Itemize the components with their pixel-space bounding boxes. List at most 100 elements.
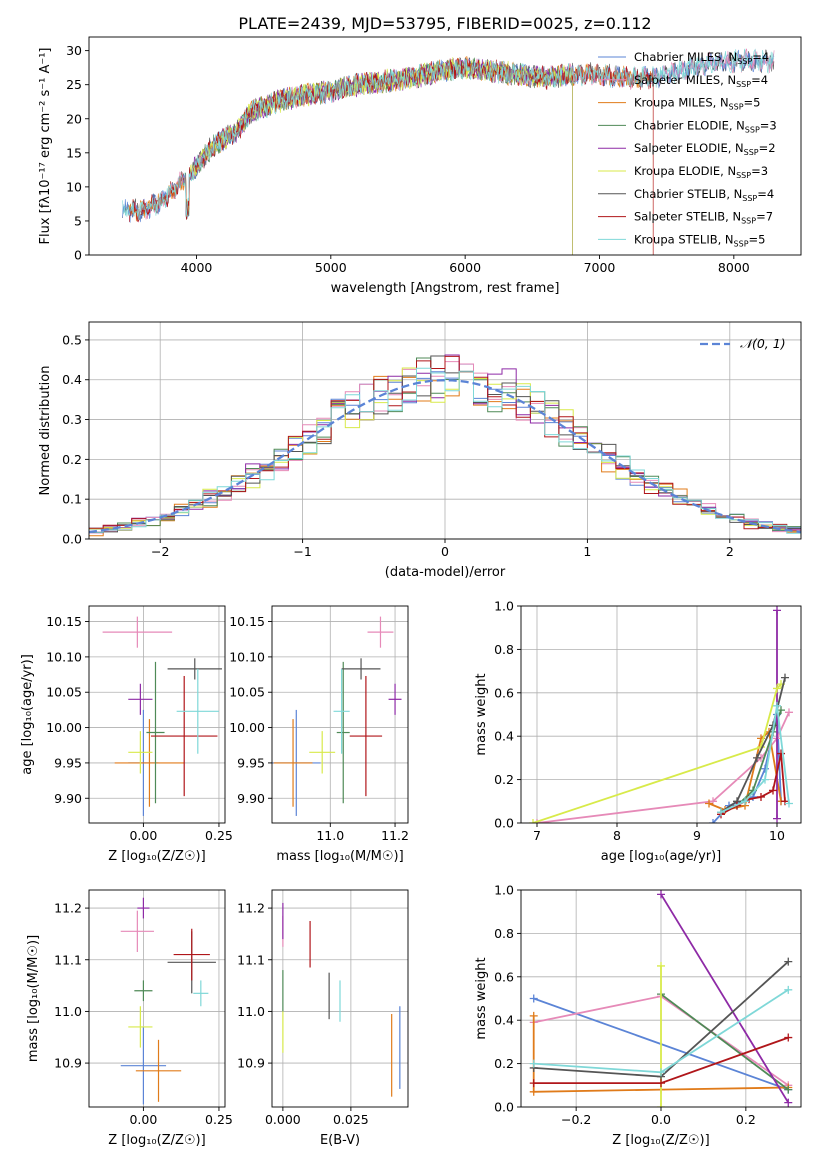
x-axis-label: Z [log₁₀(Z/Z☉)] <box>108 1133 205 1148</box>
x-axis-label: Z [log₁₀(Z/Z☉)] <box>612 1133 709 1148</box>
residuals-legend: 𝒩(0, 1) <box>700 336 786 351</box>
weight-marker <box>529 819 537 823</box>
x-tick-label: 11.0 <box>316 828 344 843</box>
weight-marker <box>781 673 789 682</box>
weight-lines <box>529 606 793 823</box>
x-tick-label: −0.2 <box>561 1112 591 1127</box>
legend-label-chabrier-elodie: Chabrier ELODIE, NSSP=3 <box>634 118 777 134</box>
y-tick-label: 30 <box>66 43 82 58</box>
weight-line-kroupa-miles <box>532 1015 789 1093</box>
y-tick-label: 11.2 <box>54 901 82 916</box>
y-tick-label: 11.0 <box>237 1004 265 1019</box>
error-bars <box>120 897 216 1105</box>
weight-marker <box>784 1033 793 1042</box>
spectrum-legend: Chabrier MILES, NSSP=4 Salpeter MILES, NS… <box>598 50 777 248</box>
point-kroupa-miles <box>273 719 313 807</box>
weight-marker <box>529 1011 538 1020</box>
point-chabrier-miles <box>120 1026 167 1105</box>
x-tick-label: 0.0 <box>651 1112 671 1127</box>
y-tick-label: 9.90 <box>237 791 265 806</box>
y-tick-label: 10.15 <box>229 614 265 629</box>
y-tick-label: 11.0 <box>54 1004 82 1019</box>
y-tick-label: 0.4 <box>494 729 514 744</box>
y-tick-label: 10.05 <box>229 685 265 700</box>
point-salpeter-miles <box>120 910 154 952</box>
weight-marker <box>773 701 781 710</box>
x-tick-label: 4000 <box>181 260 213 275</box>
spectrum-line-salpeter-elodie <box>182 58 573 255</box>
y-tick-label: 0.0 <box>494 1100 514 1115</box>
axes-frame <box>88 889 226 1108</box>
x-tick-label: 0.2 <box>736 1112 756 1127</box>
point-kroupa-miles <box>114 719 185 807</box>
weight-marker <box>529 1059 538 1068</box>
weight-marker <box>529 1079 538 1088</box>
point-chabrier-elodie <box>146 661 165 804</box>
legend-label-salpeter-stelib: Salpeter STELIB, NSSP=7 <box>634 210 773 226</box>
y-tick-label: 15 <box>66 145 82 160</box>
histogram-kroupa-stelib <box>89 367 801 534</box>
x-tick-label: −2 <box>151 544 169 559</box>
y-axis-label: age [log₁₀(age/yr)] <box>20 654 35 775</box>
weight-marker <box>784 957 793 966</box>
x-tick-label: 1 <box>583 544 591 559</box>
weight-marker <box>717 808 725 817</box>
y-tick-label: 0.0 <box>494 816 514 831</box>
weight-marker <box>709 819 717 823</box>
legend-label-kroupa-miles: Kroupa MILES, NSSP=5 <box>634 96 760 112</box>
panel-mass-vs-z: 0.00 0.25 10.9 11.0 11.1 11.2 Z [log₁₀(Z/Z☉)] m… <box>26 889 233 1148</box>
y-axis-label: Normed distribution <box>38 366 53 496</box>
y-tick-label: 20 <box>66 111 82 126</box>
weight-marker <box>757 792 765 801</box>
y-tick-label: 5 <box>74 213 82 228</box>
weight-line-chabrier-elodie <box>660 993 789 1091</box>
y-tick-label: 11.1 <box>54 952 82 967</box>
point-kroupa-miles <box>135 1039 182 1102</box>
y-tick-label: 10.00 <box>229 720 265 735</box>
legend-label-normal: 𝒩(0, 1) <box>740 336 786 351</box>
spectrum-lines <box>122 48 775 255</box>
y-tick-label: 0.4 <box>494 1013 514 1028</box>
y-tick-label: 1.0 <box>494 883 514 898</box>
weight-marker <box>705 799 713 808</box>
error-bars <box>102 616 222 816</box>
y-tick-label: 10.05 <box>46 685 82 700</box>
legend-label-kroupa-stelib: Kroupa STELIB, NSSP=5 <box>634 232 765 248</box>
weight-marker <box>529 1087 538 1096</box>
panel-spectrum: 4000 5000 6000 7000 8000 0 5 10 15 20 25 30 waveleng… <box>38 36 802 296</box>
weight-marker <box>784 1098 793 1107</box>
weight-line-salpeter-elodie <box>660 893 790 1104</box>
y-tick-label: 10 <box>66 179 82 194</box>
weight-marker <box>785 708 793 717</box>
point-salpeter-elodie <box>137 897 150 919</box>
point-salpeter-elodie <box>128 683 153 715</box>
x-axis-label: E(B-V) <box>320 1133 360 1148</box>
y-tick-label: 0.0 <box>62 532 82 547</box>
y-tick-label: 0.8 <box>494 642 514 657</box>
axes-frame <box>271 889 409 1108</box>
x-tick-label: 0.25 <box>205 1112 233 1127</box>
y-tick-label: 0.2 <box>62 452 82 467</box>
x-tick-label: 0.00 <box>129 1112 157 1127</box>
point-salpeter-elodie <box>388 683 402 715</box>
y-tick-label: 10.00 <box>46 720 82 735</box>
weight-marker <box>533 819 541 823</box>
x-tick-label: 0 <box>441 544 449 559</box>
weight-marker <box>529 994 538 1003</box>
point-salpeter-miles <box>367 616 394 648</box>
x-tick-label: 5000 <box>315 260 347 275</box>
panel-weight-vs-z: −0.2 0.0 0.2 0.0 0.2 0.4 0.6 0.8 1.0 Z [log₁₀(Z/Z… <box>474 883 802 1148</box>
x-axis-label: Z [log₁₀(Z/Z☉)] <box>108 849 205 864</box>
weight-lines <box>529 890 793 1107</box>
x-tick-label: 8 <box>613 828 621 843</box>
x-tick-label: 7000 <box>584 260 616 275</box>
legend-label-chabrier-stelib: Chabrier STELIB, NSSP=4 <box>634 187 774 203</box>
y-tick-label: 9.95 <box>237 755 265 770</box>
weight-marker <box>773 684 781 693</box>
legend-label-salpeter-elodie: Salpeter ELODIE, NSSP=2 <box>634 141 776 157</box>
y-tick-label: 11.1 <box>237 952 265 967</box>
y-tick-label: 0.4 <box>62 372 82 387</box>
x-axis-label: wavelength [Angstrom, rest frame] <box>331 281 560 296</box>
y-tick-label: 1.0 <box>494 599 514 614</box>
spectrum-line-kroupa-stelib <box>122 48 775 221</box>
